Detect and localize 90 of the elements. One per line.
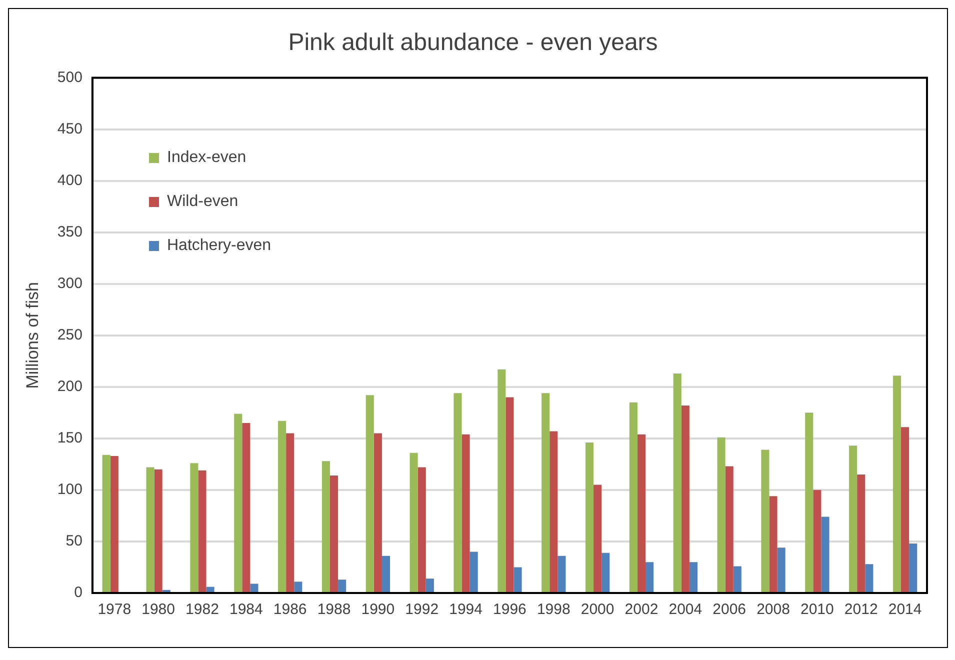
legend-label: Hatchery-even: [167, 237, 272, 255]
bar: [338, 580, 346, 592]
bar: [410, 452, 418, 592]
y-tick-label: 150: [57, 430, 82, 447]
x-tick-label: 1984: [229, 601, 263, 618]
bar: [813, 490, 822, 592]
bar: [909, 544, 918, 592]
bar: [725, 466, 734, 592]
bar: [821, 516, 830, 592]
bar: [761, 450, 770, 592]
y-tick-label: 300: [57, 275, 82, 292]
bar: [673, 374, 682, 592]
bar: [374, 433, 382, 592]
bar: [190, 463, 198, 592]
bar: [805, 412, 814, 592]
bar: [330, 476, 338, 592]
bar: [506, 397, 514, 592]
bar: [558, 556, 566, 592]
x-tick-label: 2012: [844, 601, 878, 618]
bar: [498, 369, 506, 592]
x-tick-label: 1982: [186, 601, 219, 618]
bar: [602, 552, 610, 592]
bar: [366, 395, 374, 592]
bar: [681, 405, 690, 592]
bar: [717, 437, 726, 592]
y-tick-label: 350: [57, 224, 82, 240]
bar: [146, 467, 154, 592]
x-tick-label: 1990: [361, 601, 395, 618]
bar: [206, 586, 214, 592]
bar: [689, 562, 698, 592]
bar: [418, 467, 426, 592]
y-tick-label: 0: [74, 584, 82, 602]
x-tick-label: 1978: [98, 601, 132, 618]
y-tick-label: 100: [57, 481, 82, 498]
bar: [154, 469, 162, 592]
bar: [250, 584, 258, 592]
bar: [769, 496, 778, 592]
bar: [242, 422, 250, 592]
bar: [426, 578, 434, 592]
y-tick-label: 400: [57, 172, 82, 189]
x-tick-label: 2002: [624, 601, 658, 618]
bar: [865, 564, 874, 592]
x-tick-label: 1998: [536, 601, 570, 618]
legend-label: Index-even: [167, 149, 246, 167]
bar: [646, 562, 654, 592]
bar: [629, 402, 638, 592]
bar: [110, 456, 118, 592]
bar: [542, 393, 550, 592]
bar: [585, 442, 594, 592]
x-tick-label: 2008: [756, 601, 790, 618]
x-tick-label: 2000: [580, 601, 614, 618]
x-tick-label: 1988: [317, 601, 351, 618]
y-tick-label: 200: [57, 378, 82, 396]
bar: [278, 420, 286, 592]
y-tick-label: 250: [57, 326, 82, 344]
bar: [234, 414, 242, 592]
bar: [857, 474, 866, 592]
bar: [901, 427, 910, 592]
chart-title: Pink adult abundance - even years: [288, 29, 658, 56]
bar: [470, 552, 478, 592]
bar: [849, 446, 858, 592]
y-tick-label: 450: [57, 120, 82, 138]
legend-label: Wild-even: [167, 193, 238, 211]
x-tick-label: 2014: [888, 601, 922, 618]
bar: [594, 484, 602, 592]
bar: [382, 556, 390, 592]
x-tick-label: 2004: [668, 601, 702, 618]
bar: [637, 434, 646, 592]
bar: [102, 454, 110, 592]
bar: [733, 566, 742, 592]
bar: [550, 431, 558, 592]
x-tick-label: 1992: [405, 601, 439, 618]
x-tick-label: 2010: [800, 601, 834, 618]
bar: [286, 433, 294, 592]
y-tick-label: 500: [57, 68, 82, 86]
y-tick-label: 50: [66, 532, 82, 550]
x-tick-label: 2006: [712, 601, 746, 618]
bar: [198, 470, 206, 592]
bar: [462, 434, 470, 592]
bar: [514, 567, 522, 592]
x-tick-label: 1994: [449, 601, 482, 618]
x-tick-label: 1986: [273, 601, 307, 618]
bar: [454, 393, 462, 592]
bar: [892, 376, 902, 592]
y-axis-title: Millions of fish: [22, 282, 42, 389]
bar: [777, 548, 786, 592]
x-tick-label: 1996: [493, 601, 526, 618]
bar: [322, 461, 330, 592]
x-tick-label: 1980: [142, 601, 175, 618]
bar: [294, 582, 302, 592]
